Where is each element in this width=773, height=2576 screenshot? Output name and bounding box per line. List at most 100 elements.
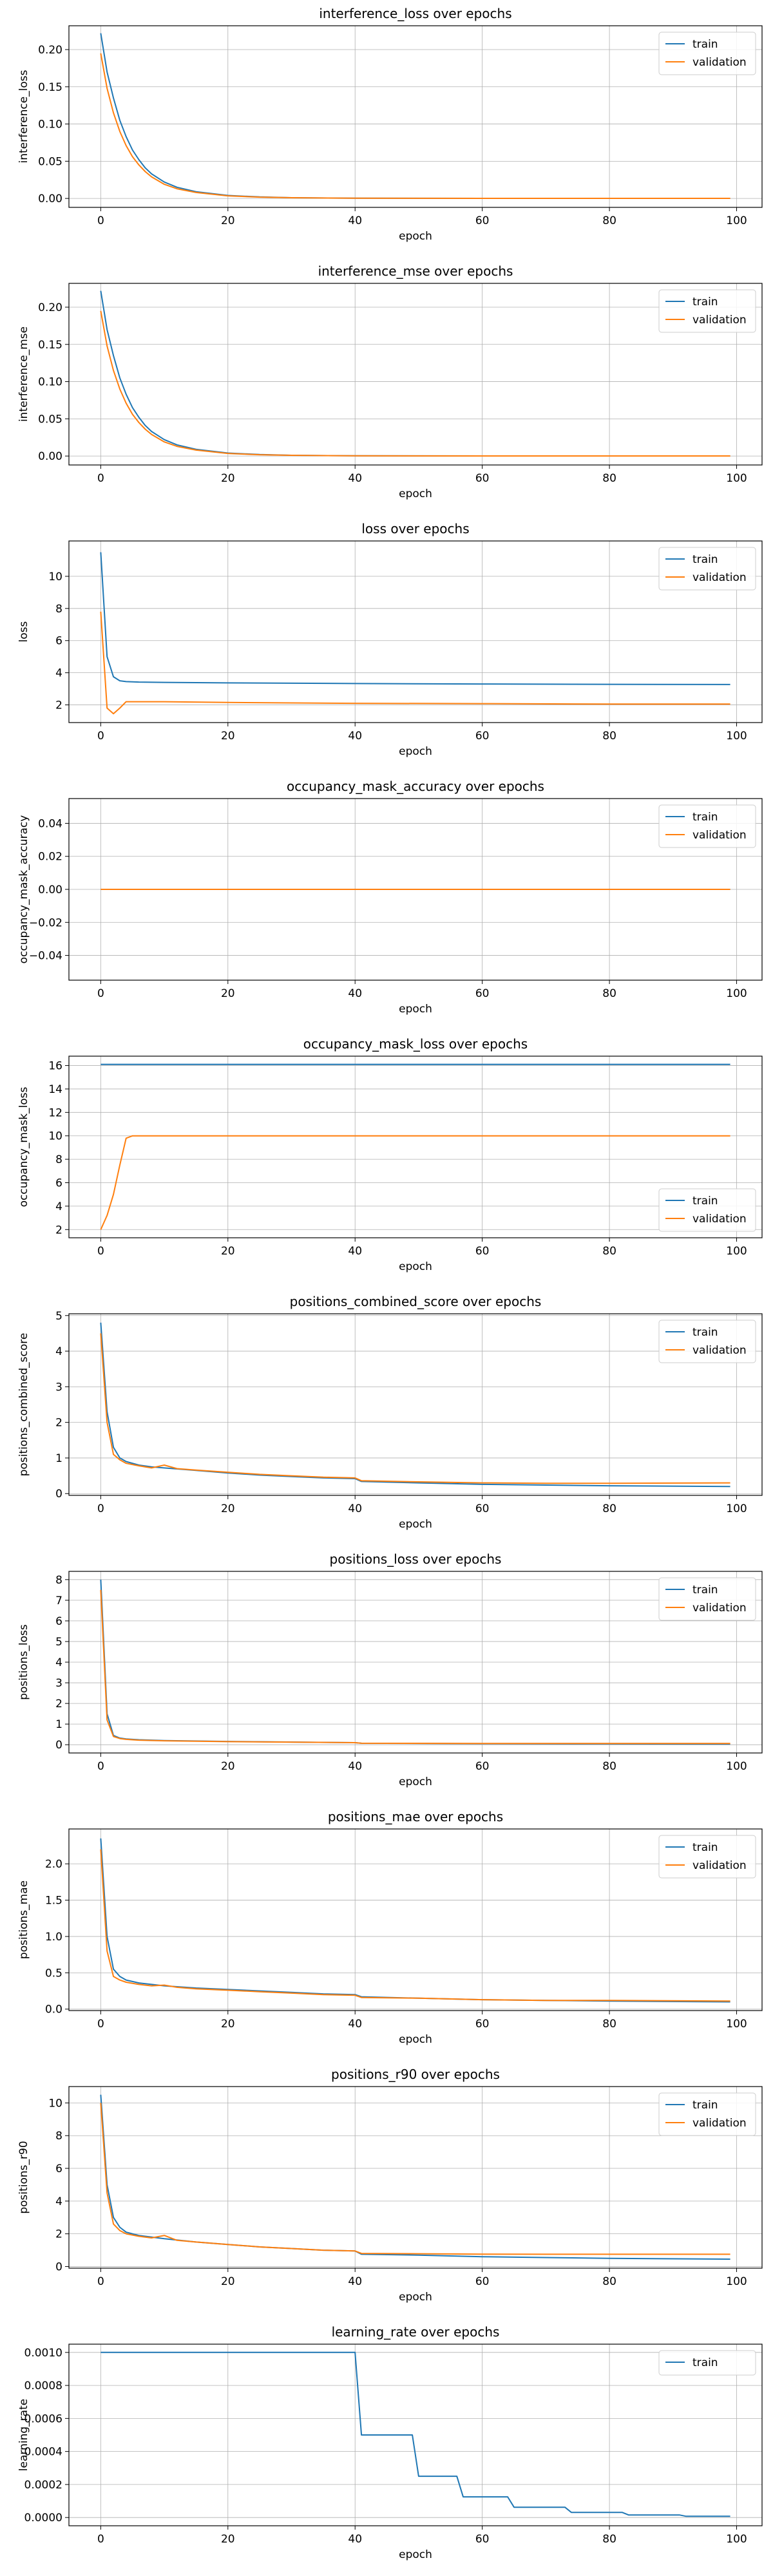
legend-label: train xyxy=(692,1584,718,1596)
legend: train validation xyxy=(658,1835,756,1879)
x-tick-label: 20 xyxy=(221,472,235,485)
series-line-train xyxy=(100,33,730,199)
chart-5: positions_combined_score over epochs 0 1 2 3… xyxy=(17,1294,763,1531)
x-axis-label: epoch xyxy=(399,745,432,758)
y-tick-label: 0.0006 xyxy=(24,2412,62,2425)
y-axis-label: learning_rate xyxy=(17,2399,30,2471)
x-tick-label: 40 xyxy=(348,2018,362,2031)
x-tick-label: 100 xyxy=(726,2018,747,2031)
y-tick-label: 6 xyxy=(55,2163,62,2175)
y-tick-label: 8 xyxy=(55,2130,62,2143)
y-tick-label: 8 xyxy=(55,1153,62,1166)
plot-frame xyxy=(68,1313,763,1496)
y-axis-label: loss xyxy=(17,621,30,642)
y-tick-label: 2.0 xyxy=(45,1858,62,1871)
x-tick-label: 40 xyxy=(348,1502,362,1515)
x-tick-label: 100 xyxy=(726,987,747,1000)
x-tick-label: 80 xyxy=(602,1502,616,1515)
legend: train validation xyxy=(658,2092,756,2136)
plot-frame xyxy=(68,540,763,723)
plot-frame xyxy=(68,2344,763,2526)
y-tick-label: 0.0002 xyxy=(24,2479,62,2492)
x-tick-label: 80 xyxy=(602,472,616,485)
y-tick-label: 0.10 xyxy=(38,118,62,131)
x-tick-label: 40 xyxy=(348,1760,362,1773)
x-tick-label: 0 xyxy=(97,2533,104,2546)
series-line-train xyxy=(100,290,730,457)
y-tick-label: 0 xyxy=(55,1739,62,1752)
legend-label: validation xyxy=(692,829,747,842)
y-tick-label: 0.0004 xyxy=(24,2446,62,2459)
series-line-validation xyxy=(100,53,730,199)
plot-frame xyxy=(68,1056,763,1238)
x-tick-label: 20 xyxy=(221,2018,235,2031)
x-tick-label: 100 xyxy=(726,1760,747,1773)
x-tick-label: 20 xyxy=(221,1245,235,1258)
y-tick-label: 8 xyxy=(55,1574,62,1587)
legend-box xyxy=(658,1577,756,1621)
legend-label: train xyxy=(692,1195,718,1208)
y-tick-label: 0.04 xyxy=(38,817,62,830)
legend: train validation xyxy=(658,289,756,333)
y-tick-label: 0.05 xyxy=(38,413,62,426)
legend: train validation xyxy=(658,1577,756,1621)
y-tick-label: 0.10 xyxy=(38,376,62,389)
legend-box xyxy=(658,1188,756,1232)
y-tick-label: 8 xyxy=(55,603,62,616)
x-axis-label: epoch xyxy=(399,2033,432,2046)
y-tick-label: 6 xyxy=(55,635,62,648)
x-tick-label: 0 xyxy=(97,214,104,227)
legend-label: validation xyxy=(692,571,747,584)
legend-label: validation xyxy=(692,1602,747,1615)
x-tick-label: 80 xyxy=(602,1760,616,1773)
y-tick-label: 0.15 xyxy=(38,81,62,94)
y-axis-label: occupancy_mask_accuracy xyxy=(17,815,30,964)
y-tick-label: 7 xyxy=(55,1595,62,1607)
series-line-train xyxy=(100,2351,730,2517)
legend: train validation xyxy=(658,547,756,591)
x-tick-label: 40 xyxy=(348,2275,362,2288)
y-axis-label: positions_loss xyxy=(17,1624,30,1700)
y-tick-label: 5 xyxy=(55,1310,62,1323)
y-tick-label: 4 xyxy=(55,1656,62,1669)
y-tick-label: 1 xyxy=(55,1718,62,1731)
y-tick-label: 10 xyxy=(48,571,62,583)
x-axis-label: epoch xyxy=(399,1518,432,1531)
legend: train validation xyxy=(658,1320,756,1363)
x-tick-label: 100 xyxy=(726,730,747,743)
x-tick-label: 0 xyxy=(97,730,104,743)
legend-label: train xyxy=(692,38,718,51)
series-line-train xyxy=(100,1838,730,2003)
x-tick-label: 60 xyxy=(475,1502,490,1515)
x-tick-label: 60 xyxy=(475,2018,490,2031)
x-tick-label: 60 xyxy=(475,1760,490,1773)
y-tick-label: 4 xyxy=(55,2195,62,2208)
y-tick-label: 2 xyxy=(55,1698,62,1710)
legend-label: train xyxy=(692,553,718,566)
legend-label: train xyxy=(692,1326,718,1339)
x-tick-label: 80 xyxy=(602,214,616,227)
y-tick-label: 14 xyxy=(48,1083,62,1096)
x-tick-label: 20 xyxy=(221,730,235,743)
y-axis-label: occupancy_mask_loss xyxy=(17,1086,30,1207)
chart-title: positions_r90 over epochs xyxy=(331,2067,500,2082)
legend-label: train xyxy=(692,296,718,308)
y-tick-label: 0 xyxy=(55,1488,62,1501)
legend-box xyxy=(658,1320,756,1363)
y-tick-label: 5 xyxy=(55,1636,62,1649)
x-tick-label: 60 xyxy=(475,2533,490,2546)
series-line-validation xyxy=(100,2103,730,2255)
legend-box xyxy=(658,804,756,848)
x-tick-label: 60 xyxy=(475,1245,490,1258)
legend-box xyxy=(658,547,756,591)
x-tick-label: 100 xyxy=(726,214,747,227)
y-tick-label: 0.15 xyxy=(38,339,62,352)
x-tick-label: 40 xyxy=(348,2533,362,2546)
x-tick-label: 40 xyxy=(348,472,362,485)
legend-label: validation xyxy=(692,2117,747,2130)
x-tick-label: 60 xyxy=(475,730,490,743)
